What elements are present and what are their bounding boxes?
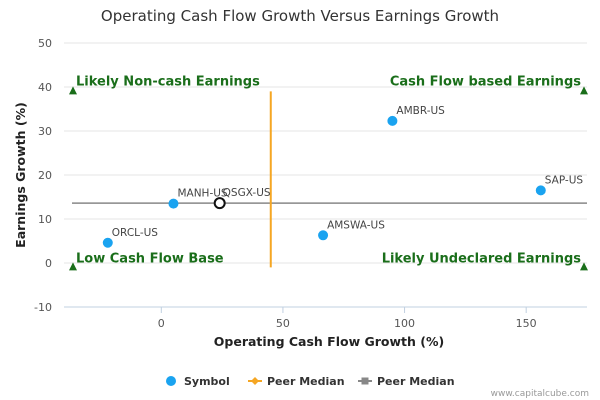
x-tick-label: 150 bbox=[516, 317, 537, 330]
quadrant-labels: Likely Non-cash Earnings Cash Flow based … bbox=[69, 74, 588, 271]
data-point bbox=[387, 115, 398, 126]
legend: Symbol Peer Median Peer Median bbox=[166, 375, 455, 388]
y-tick-label: -10 bbox=[34, 301, 52, 314]
quadrant-marker bbox=[69, 262, 77, 271]
x-tick-label: 100 bbox=[394, 317, 415, 330]
quadrant-label: Low Cash Flow Base bbox=[76, 251, 224, 266]
peer-median-lines bbox=[72, 91, 587, 268]
quadrant-marker bbox=[69, 86, 77, 95]
highlight-point bbox=[213, 197, 226, 210]
y-tick-label: 40 bbox=[38, 81, 52, 94]
x-tick-label: 0 bbox=[158, 317, 165, 330]
legend-label: Symbol bbox=[184, 375, 230, 388]
data-points: AMBR-US SAP-US MANH-US AMSWA-US ORCL-US QSGX-… bbox=[102, 105, 584, 248]
data-point bbox=[535, 185, 546, 196]
quadrant-label: Likely Non-cash Earnings bbox=[76, 74, 260, 89]
y-tick-label: 10 bbox=[38, 213, 52, 226]
data-point bbox=[318, 230, 329, 241]
chart-title: Operating Cash Flow Growth Versus Earnin… bbox=[101, 7, 499, 25]
quadrant-marker bbox=[580, 86, 588, 95]
grid bbox=[64, 42, 587, 308]
legend-label: Peer Median bbox=[267, 375, 345, 388]
quadrant-label: Cash Flow based Earnings bbox=[390, 74, 581, 89]
y-tick-label: 30 bbox=[38, 125, 52, 138]
legend-square-marker bbox=[361, 377, 369, 385]
legend-symbol-marker bbox=[166, 376, 176, 386]
data-point bbox=[168, 198, 179, 209]
legend-label: Peer Median bbox=[377, 375, 455, 388]
highlight-point-label: QSGX-US bbox=[223, 187, 271, 199]
legend-diamond-marker bbox=[251, 377, 259, 385]
data-point-label: AMSWA-US bbox=[327, 219, 385, 231]
credit-text: www.capitalcube.com bbox=[491, 389, 589, 399]
y-tick-label: 50 bbox=[38, 37, 52, 50]
y-tick-label: 20 bbox=[38, 169, 52, 182]
quadrant-label: Likely Undeclared Earnings bbox=[382, 251, 582, 266]
data-point-label: ORCL-US bbox=[112, 227, 159, 239]
y-tick-label: 0 bbox=[45, 257, 52, 270]
data-point bbox=[102, 237, 113, 248]
y-axis-title: Earnings Growth (%) bbox=[13, 102, 28, 248]
x-axis-title: Operating Cash Flow Growth (%) bbox=[214, 334, 444, 349]
data-point-label: AMBR-US bbox=[396, 105, 445, 117]
data-point-label: MANH-US bbox=[177, 188, 227, 200]
x-tick-label: 50 bbox=[276, 317, 290, 330]
quadrant-marker bbox=[580, 262, 588, 271]
axes: -10 0 10 20 30 40 50 0 50 100 150 bbox=[34, 37, 587, 330]
data-point-label: SAP-US bbox=[545, 174, 584, 186]
